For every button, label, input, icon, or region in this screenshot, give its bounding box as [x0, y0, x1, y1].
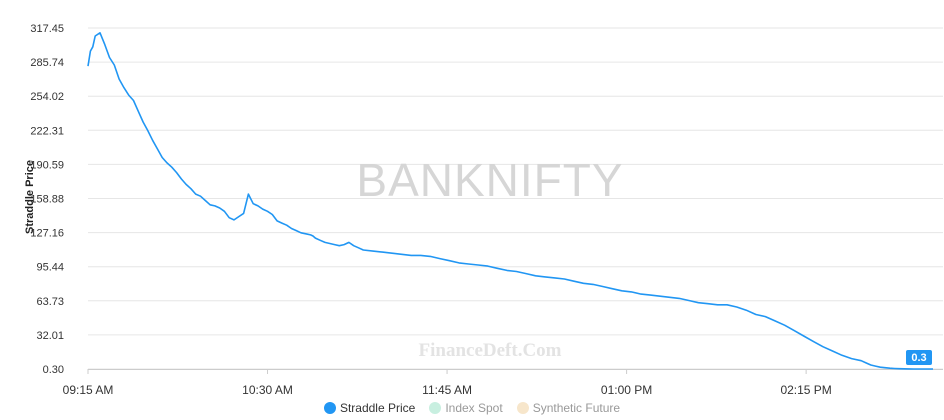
watermark-credit: FinanceDeft.Com [419, 340, 562, 361]
y-tick-label: 32.01 [36, 330, 64, 342]
legend-dot-index-spot [429, 402, 442, 414]
x-tick-label: 01:00 PM [601, 383, 652, 397]
legend-label-index-spot: Index Spot [445, 401, 503, 415]
legend-item-index-spot[interactable]: Index Spot [429, 401, 503, 415]
y-tick-label: 254.02 [30, 91, 64, 103]
legend-label-straddle-price: Straddle Price [339, 401, 416, 415]
x-tick-label: 11:45 AM [422, 383, 472, 397]
x-tick-label: 02:15 PM [780, 383, 831, 397]
y-tick-label: 127.16 [30, 228, 64, 240]
legend-item-synthetic-future[interactable]: Synthetic Future [516, 401, 621, 415]
grid-lines [88, 27, 943, 370]
y-tick-label: 63.73 [36, 296, 64, 308]
legend: Straddle Price Index Spot Synthetic Futu… [0, 401, 944, 415]
x-tick-label: 09:15 AM [63, 383, 114, 397]
watermark-title: BANKNIFTY [356, 154, 623, 206]
y-tick-label: 158.88 [30, 193, 64, 205]
y-tick-label: 0.30 [43, 364, 64, 376]
y-tick-label: 222.31 [30, 125, 64, 137]
x-axis-ticks: 09:15 AM 10:30 AM 11:45 AM 01:00 PM 02:15 PM [63, 369, 832, 397]
legend-dot-synthetic-future [516, 402, 529, 414]
y-axis-label: Straddle Price [24, 160, 36, 234]
last-value-badge: 0.3 [906, 350, 932, 365]
y-tick-label: 285.74 [30, 57, 64, 69]
y-tick-label: 317.45 [30, 23, 64, 35]
series-line-straddle-price [87, 31, 933, 370]
legend-item-straddle-price[interactable]: Straddle Price [323, 401, 416, 415]
y-axis-ticks: 0.30 32.01 63.73 95.44 127.16 158.88 190.59 222… [30, 23, 64, 376]
y-tick-label: 190.59 [30, 159, 64, 171]
x-tick-label: 10:30 AM [242, 383, 293, 397]
straddle-chart: BANKNIFTY FinanceDeft.Com 0.30 32.01 63.73… [24, 23, 943, 397]
legend-label-synthetic-future: Synthetic Future [532, 401, 621, 415]
legend-dot-straddle-price [323, 402, 336, 414]
last-value-badge-bg [906, 350, 932, 365]
last-value-badge-text: 0.3 [911, 352, 926, 364]
series-layer [87, 31, 933, 370]
y-tick-label: 95.44 [36, 262, 64, 274]
